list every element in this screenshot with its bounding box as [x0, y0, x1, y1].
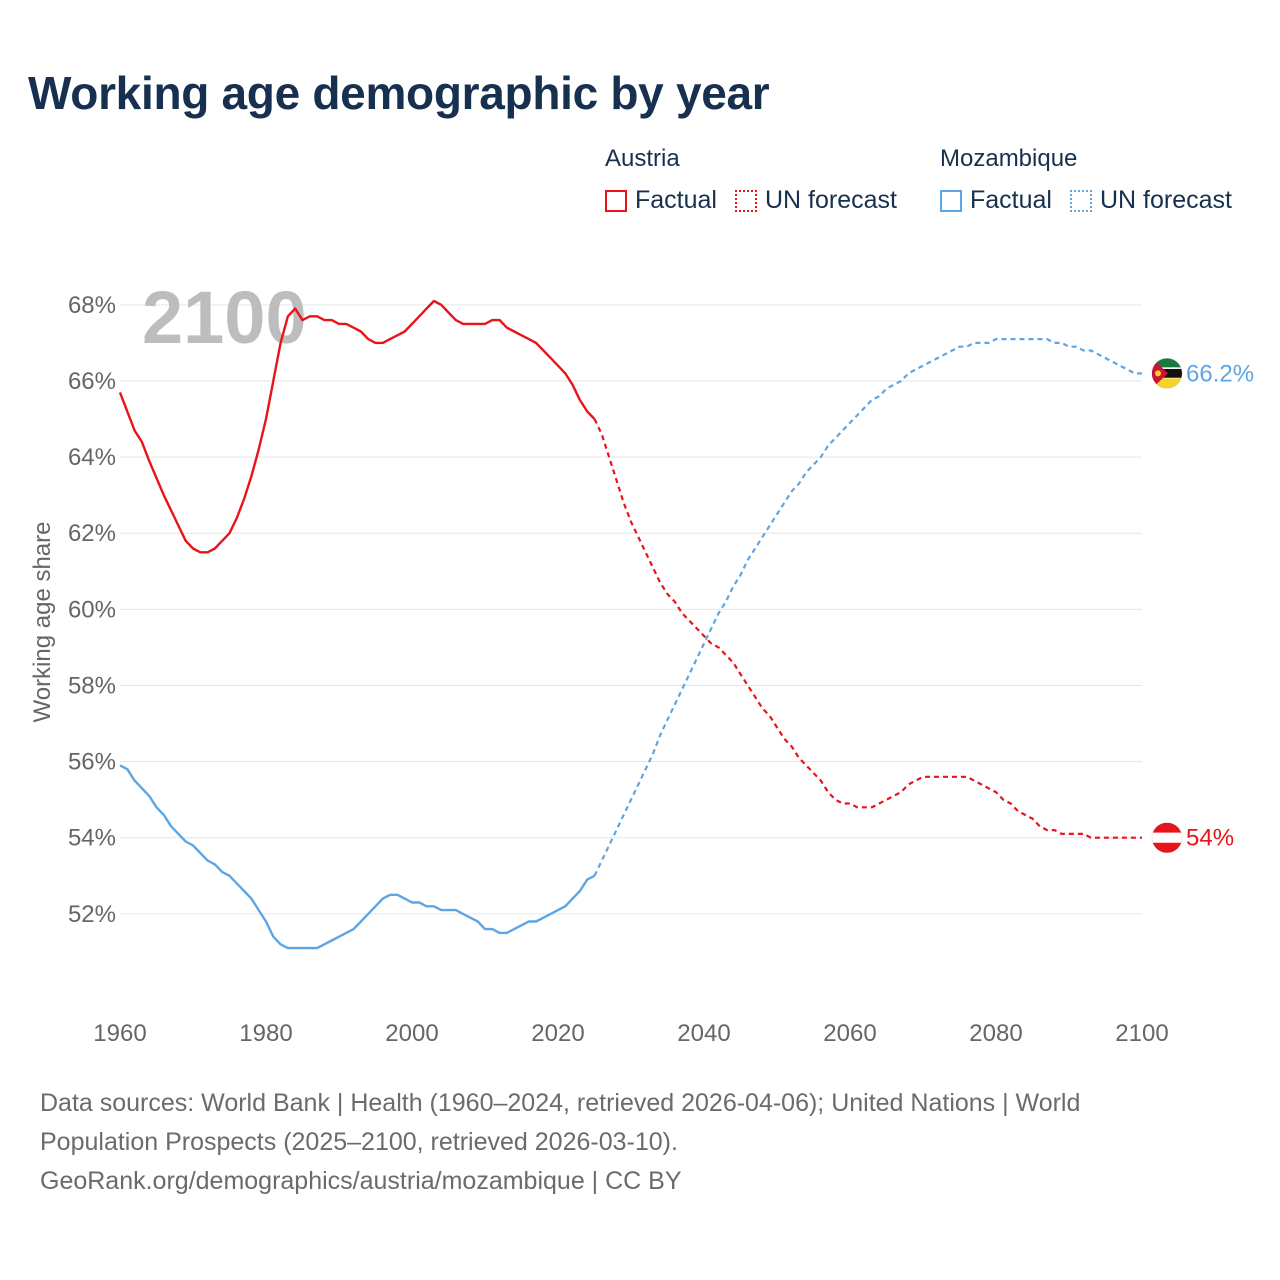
chart-title: Working age demographic by year	[28, 67, 770, 119]
line-chart: 52% 54% 56% 58% 60% 62% 64% 66% 68% 1960 1980 2000…	[29, 276, 1254, 1047]
legend-austria-factual-label: Factual	[635, 186, 717, 214]
austria-factual-line	[118, 299, 596, 554]
x-tick-label: 2080	[969, 1020, 1022, 1047]
y-tick-label: 54%	[68, 825, 116, 852]
y-axis-label: Working age share	[29, 522, 56, 723]
y-tick-label: 60%	[68, 596, 116, 623]
legend-mozambique-title: Mozambique	[940, 145, 1078, 172]
y-tick-label: 68%	[68, 292, 116, 319]
x-tick-label: 2040	[677, 1020, 730, 1047]
y-tick-label: 52%	[68, 901, 116, 928]
year-overlay: 2100	[142, 276, 307, 359]
legend-mozambique: Mozambique Factual UN forecast	[940, 144, 1232, 215]
austria-forecast-line	[593, 418, 1142, 839]
y-tick-label: 58%	[68, 672, 116, 699]
sources-line-2: Population Prospects (2025–2100, retriev…	[40, 1128, 678, 1156]
data-sources: Data sources: World Bank | Health (1960–…	[40, 1084, 1240, 1201]
x-axis-ticks: 1960 1980 2000 2020 2040 2060 2080 2100	[93, 1020, 1168, 1047]
x-tick-label: 2060	[823, 1020, 876, 1047]
y-tick-label: 62%	[68, 520, 116, 547]
legend-mozambique-forecast[interactable]: UN forecast	[1069, 186, 1232, 215]
mozambique-flag-icon	[1151, 357, 1183, 389]
x-tick-label: 2100	[1115, 1020, 1168, 1047]
x-tick-label: 1960	[93, 1020, 146, 1047]
end-markers: 54% 66.2%	[1151, 357, 1254, 854]
legend-mozambique-forecast-label: UN forecast	[1099, 186, 1232, 214]
y-tick-label: 64%	[68, 444, 116, 471]
mozambique-factual-line	[119, 764, 596, 950]
mozambique-end-label: 66.2%	[1186, 360, 1254, 387]
y-tick-label: 56%	[68, 749, 116, 776]
austria-end-label: 54%	[1186, 825, 1234, 852]
sources-line-1: Data sources: World Bank | Health (1960–…	[40, 1089, 1081, 1117]
grid-lines	[120, 304, 1142, 915]
legend-mozambique-factual[interactable]: Factual	[940, 186, 1052, 215]
x-tick-label: 1980	[239, 1020, 292, 1047]
solid-swatch-icon	[940, 189, 962, 212]
y-axis-ticks: 52% 54% 56% 58% 60% 62% 64% 66% 68%	[68, 292, 116, 928]
legend-austria-title: Austria	[605, 145, 680, 172]
legend-austria-factual[interactable]: Factual	[605, 186, 717, 215]
y-tick-label: 66%	[68, 368, 116, 395]
legend-austria-forecast[interactable]: UN forecast	[734, 186, 897, 215]
series-lines	[118, 299, 1142, 950]
legend-mozambique-factual-label: Factual	[970, 186, 1052, 214]
x-tick-label: 2020	[531, 1020, 584, 1047]
dotted-swatch-icon	[734, 189, 757, 212]
legend-austria: Austria Factual UN forecast	[605, 144, 915, 215]
dotted-swatch-icon	[1069, 189, 1092, 212]
sources-line-3[interactable]: GeoRank.org/demographics/austria/mozambi…	[40, 1167, 682, 1195]
mozambique-forecast-line	[593, 338, 1142, 877]
solid-swatch-icon	[605, 189, 627, 212]
legend-austria-forecast-label: UN forecast	[764, 186, 897, 214]
x-tick-label: 2000	[385, 1020, 438, 1047]
austria-flag-icon	[1151, 822, 1183, 854]
